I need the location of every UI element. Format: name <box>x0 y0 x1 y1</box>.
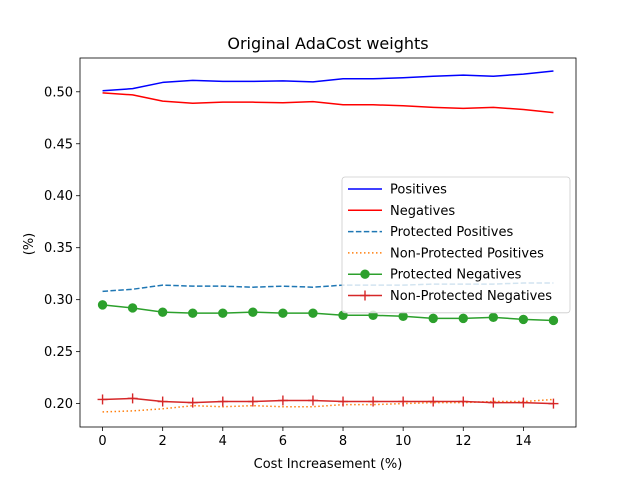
data-point-non-protected-negatives-1 <box>127 393 138 404</box>
y-tick-label-0.45: 0.45 <box>44 137 73 152</box>
data-point-non-protected-negatives-5 <box>247 396 258 407</box>
legend: Positives Negatives Protected Positives Non… <box>341 176 571 314</box>
legend-box <box>341 176 571 314</box>
data-point-protected-negatives-5 <box>248 307 258 317</box>
x-tick-label-8: 8 <box>339 434 347 449</box>
series-line-protected-negatives <box>102 304 554 322</box>
y-tick-label-0.20: 0.20 <box>44 397 73 412</box>
y-tick-label-0.50: 0.50 <box>44 85 73 100</box>
legend-label-negatives: Negatives <box>390 204 455 219</box>
data-point-non-protected-negatives-2 <box>157 396 168 407</box>
chart-title: Original AdaCost weights <box>227 34 428 53</box>
series-line-positives <box>102 70 554 92</box>
data-point-non-protected-negatives-8 <box>338 396 349 407</box>
data-point-protected-negatives-13 <box>488 312 499 323</box>
plot-area <box>97 70 559 413</box>
series-line-non-protected-negatives <box>102 397 554 405</box>
axes: 0 2 4 6 8 10 12 14 0.20 0.25 0.30 0.35 0.40 0.45 0.50 <box>44 57 577 449</box>
data-point-protected-negatives-4 <box>218 308 228 318</box>
x-axis-label: Cost Increasement (%) <box>254 457 403 472</box>
legend-marker-non-protected-negatives <box>360 290 370 301</box>
data-point-non-protected-negatives-13 <box>488 397 499 408</box>
data-point-non-protected-negatives-15 <box>548 398 559 409</box>
legend-label-protected-negatives: Protected Negatives <box>390 268 522 283</box>
data-point-protected-negatives-2 <box>157 307 168 317</box>
legend-marker-protected-negatives <box>360 269 370 279</box>
data-point-non-protected-negatives-3 <box>187 397 198 408</box>
x-tick-label-2: 2 <box>159 434 167 449</box>
legend-label-protected-positives: Protected Positives <box>390 225 513 240</box>
x-tick-label-10: 10 <box>395 434 412 449</box>
y-tick-label-0.40: 0.40 <box>44 189 73 204</box>
legend-label-non-protected-positives: Non-Protected Positives <box>390 246 544 261</box>
y-tick-label-0.35: 0.35 <box>44 241 73 256</box>
data-point-protected-negatives-11 <box>428 313 438 324</box>
data-point-non-protected-negatives-6 <box>277 395 288 406</box>
x-tick-label-14: 14 <box>515 434 532 449</box>
data-point-non-protected-negatives-12 <box>458 396 469 407</box>
data-point-protected-negatives-1 <box>127 303 138 313</box>
data-point-protected-negatives-10 <box>398 311 408 321</box>
x-tick-label-6: 6 <box>279 434 287 449</box>
x-tick-label-12: 12 <box>455 434 472 449</box>
data-point-protected-negatives-15 <box>548 315 559 326</box>
y-axis-label: (%) <box>22 233 37 256</box>
legend-label-positives: Positives <box>390 183 447 198</box>
data-point-protected-negatives-14 <box>518 314 529 325</box>
data-point-non-protected-negatives-4 <box>217 396 228 407</box>
data-point-protected-negatives-0 <box>97 300 108 310</box>
data-point-non-protected-negatives-0 <box>97 394 108 405</box>
x-tick-label-4: 4 <box>219 434 227 449</box>
data-point-protected-negatives-7 <box>308 308 318 318</box>
data-point-non-protected-negatives-7 <box>307 395 318 406</box>
y-tick-label-0.30: 0.30 <box>44 293 73 308</box>
data-point-protected-negatives-3 <box>188 308 198 318</box>
x-tick-label-0: 0 <box>98 434 106 449</box>
data-point-non-protected-negatives-10 <box>398 396 409 407</box>
data-point-protected-negatives-6 <box>278 308 288 318</box>
data-point-non-protected-negatives-9 <box>368 396 379 407</box>
data-point-non-protected-negatives-14 <box>518 397 529 408</box>
y-tick-label-0.25: 0.25 <box>44 345 73 360</box>
data-point-protected-negatives-12 <box>458 313 468 324</box>
series-line-negatives <box>102 92 554 114</box>
plot-frame <box>79 57 577 428</box>
data-point-non-protected-negatives-11 <box>428 396 439 407</box>
legend-label-non-protected-negatives: Non-Protected Negatives <box>390 289 552 304</box>
